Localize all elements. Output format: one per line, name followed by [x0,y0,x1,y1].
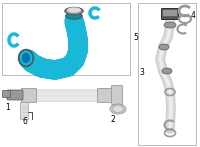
Ellipse shape [23,54,30,62]
FancyBboxPatch shape [112,86,122,105]
Ellipse shape [112,106,124,112]
Ellipse shape [66,13,82,19]
Ellipse shape [159,44,169,50]
Ellipse shape [110,104,126,114]
FancyBboxPatch shape [162,9,179,20]
Text: 1: 1 [6,102,10,112]
Ellipse shape [162,68,172,74]
FancyBboxPatch shape [3,91,11,97]
Ellipse shape [65,7,83,15]
FancyBboxPatch shape [98,88,113,102]
Text: 4: 4 [191,10,196,20]
Text: 5: 5 [133,32,138,41]
Text: 3: 3 [139,67,144,76]
Ellipse shape [21,51,32,65]
Ellipse shape [67,9,82,14]
FancyBboxPatch shape [21,102,29,120]
Text: 6: 6 [23,117,27,127]
FancyBboxPatch shape [163,10,177,16]
FancyBboxPatch shape [36,90,98,101]
FancyBboxPatch shape [2,3,130,75]
Text: 2: 2 [110,115,115,123]
FancyBboxPatch shape [22,88,37,102]
Ellipse shape [164,22,176,28]
FancyBboxPatch shape [7,90,23,100]
Ellipse shape [68,8,80,12]
Ellipse shape [19,50,33,66]
FancyBboxPatch shape [138,3,196,145]
